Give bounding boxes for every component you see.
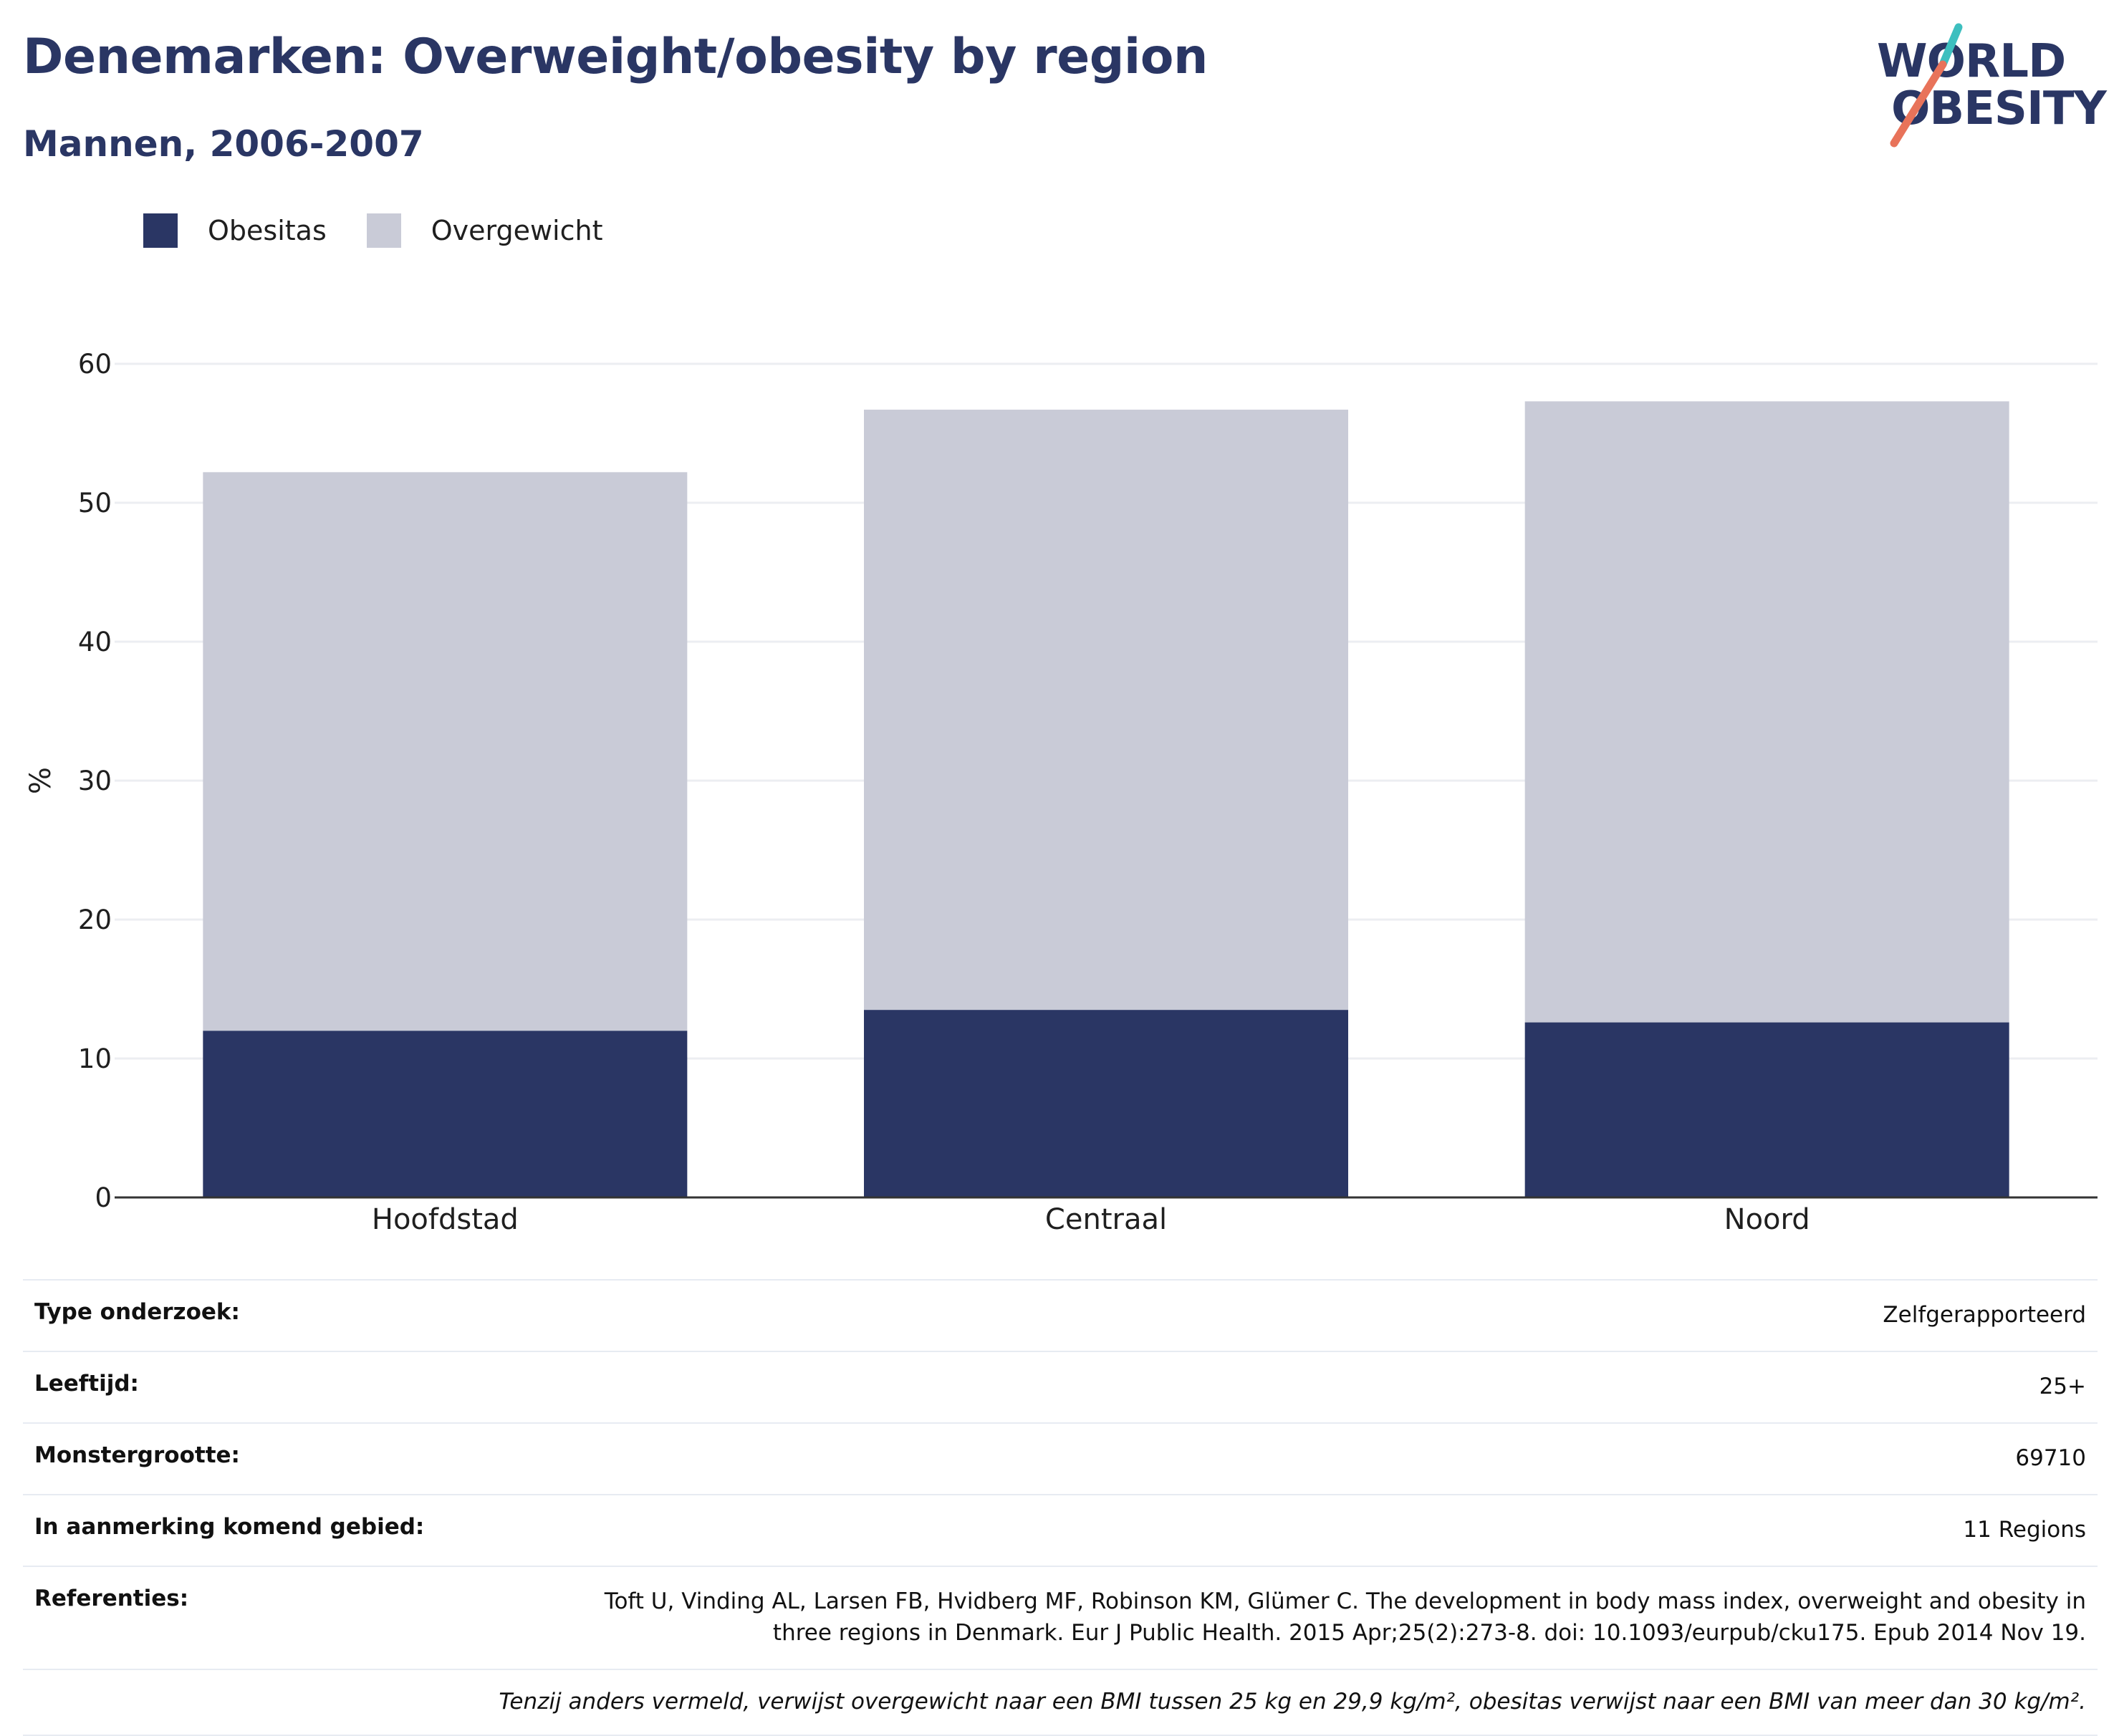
bar-obesitas-noord: [1524, 1022, 2009, 1197]
legend-label-obesitas: Obesitas: [208, 215, 327, 246]
y-axis-label: %: [24, 767, 57, 794]
x-tick-label: Hoofdstad: [372, 1203, 519, 1236]
info-row-references: Referenties: Toft U, Vinding AL, Larsen …: [23, 1566, 2098, 1669]
bar-overgewicht-centraal: [864, 410, 1348, 1011]
chart-legend: Obesitas Overgewicht: [143, 212, 643, 249]
chart-title: Denemarken: Overweight/obesity by region: [23, 29, 1208, 85]
info-key: Type onderzoek:: [23, 1279, 536, 1351]
info-key: In aanmerking komend gebied:: [23, 1494, 536, 1566]
info-key: Leeftijd:: [23, 1351, 536, 1423]
y-tick-label: 30: [78, 766, 112, 796]
footnote: Tenzij anders vermeld, verwijst overgewi…: [23, 1669, 2098, 1736]
info-key: Referenties:: [23, 1566, 536, 1669]
info-row-age: Leeftijd: 25+: [23, 1351, 2098, 1423]
legend-label-overgewicht: Overgewicht: [431, 215, 603, 246]
logo-slash-icon: [1890, 23, 1963, 148]
info-value: 11 Regions: [536, 1494, 2098, 1566]
world-obesity-logo: WORLD OBESITY: [1863, 20, 2107, 156]
legend-item-obesitas[interactable]: Obesitas: [143, 213, 327, 248]
info-row-sample-size: Monstergrootte: 69710: [23, 1422, 2098, 1495]
chart-subtitle: Mannen, 2006-2007: [23, 123, 424, 165]
legend-item-overgewicht[interactable]: Overgewicht: [366, 213, 603, 248]
legend-swatch-obesitas: [143, 213, 178, 248]
logo-text-world: WORLD: [1877, 35, 2066, 88]
y-tick-label: 0: [95, 1182, 112, 1213]
y-tick-label: 20: [78, 905, 112, 935]
info-row-footnote: Tenzij anders vermeld, verwijst overgewi…: [23, 1669, 2098, 1736]
survey-info-table: Type onderzoek: Zelfgerapporteerd Leefti…: [23, 1279, 2098, 1736]
info-key: Monstergrootte:: [23, 1422, 536, 1495]
legend-swatch-overgewicht: [366, 213, 401, 248]
bar-overgewicht-hoofdstad: [203, 472, 688, 1031]
x-tick-label: Centraal: [1045, 1203, 1167, 1236]
x-tick-label: Noord: [1724, 1203, 1810, 1236]
info-value: 69710: [536, 1422, 2098, 1495]
y-tick-label: 40: [78, 627, 112, 657]
bar-obesitas-centraal: [864, 1010, 1348, 1197]
info-value: Zelfgerapporteerd: [536, 1279, 2098, 1351]
bar-overgewicht-noord: [1524, 401, 2009, 1023]
y-tick-label: 60: [78, 349, 112, 380]
y-tick-label: 50: [78, 488, 112, 519]
info-row-area: In aanmerking komend gebied: 11 Regions: [23, 1494, 2098, 1566]
stacked-bar-chart: 0 10 20 30 40 50 60% Hoofdstad Centraal Noord: [24, 349, 2098, 1236]
info-value: 25+: [536, 1351, 2098, 1423]
info-row-type: Type onderzoek: Zelfgerapporteerd: [23, 1279, 2098, 1351]
y-tick-label: 10: [78, 1043, 112, 1074]
info-value-reference: Toft U, Vinding AL, Larsen FB, Hvidberg …: [536, 1566, 2098, 1669]
bar-obesitas-hoofdstad: [203, 1031, 688, 1197]
